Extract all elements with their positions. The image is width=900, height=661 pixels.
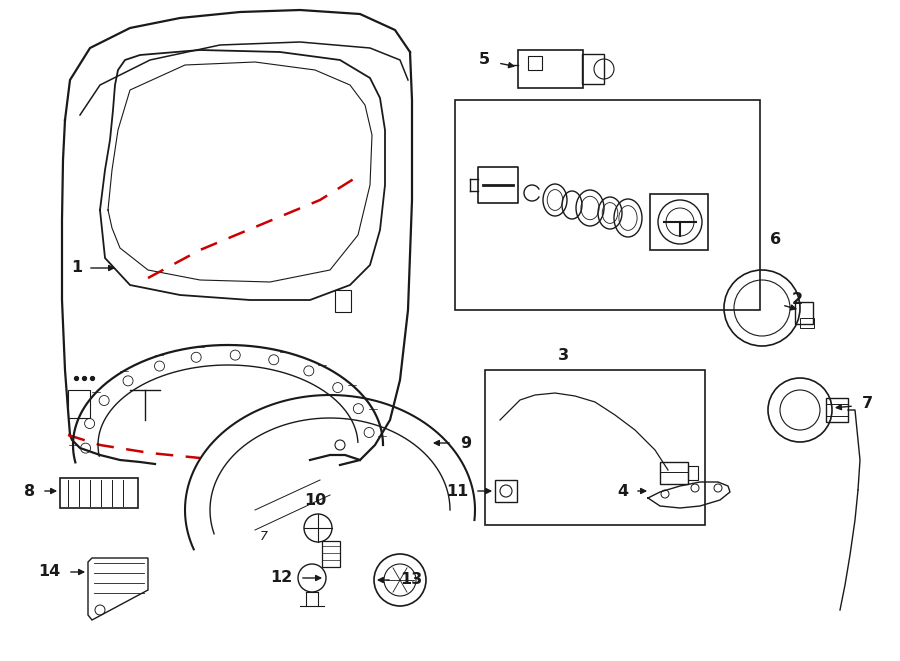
Bar <box>660 462 688 484</box>
Text: 6: 6 <box>770 233 781 247</box>
Text: 5: 5 <box>479 52 490 67</box>
Text: 13: 13 <box>400 572 422 588</box>
Bar <box>650 194 708 250</box>
Text: 9: 9 <box>460 436 471 451</box>
Text: 10: 10 <box>304 493 326 508</box>
Bar <box>582 54 604 84</box>
Bar <box>60 478 138 508</box>
Text: 7: 7 <box>260 530 268 543</box>
Bar <box>322 541 340 567</box>
Text: 2: 2 <box>792 293 803 307</box>
Text: 8: 8 <box>24 483 35 498</box>
Text: 11: 11 <box>446 483 468 498</box>
Text: 12: 12 <box>270 570 292 586</box>
Bar <box>495 480 517 502</box>
Bar <box>478 167 518 203</box>
Text: 4: 4 <box>616 483 628 498</box>
Bar <box>826 398 848 422</box>
Bar <box>68 390 90 418</box>
Bar <box>485 370 705 525</box>
Text: 7: 7 <box>862 397 873 412</box>
Bar <box>335 290 351 312</box>
Text: 1: 1 <box>71 260 82 276</box>
Bar <box>795 302 813 324</box>
Bar <box>800 318 814 328</box>
Bar <box>518 50 583 88</box>
Bar <box>455 100 760 310</box>
Text: 14: 14 <box>38 564 60 580</box>
Bar <box>688 466 698 480</box>
Bar <box>528 56 542 70</box>
Text: 3: 3 <box>557 348 569 363</box>
